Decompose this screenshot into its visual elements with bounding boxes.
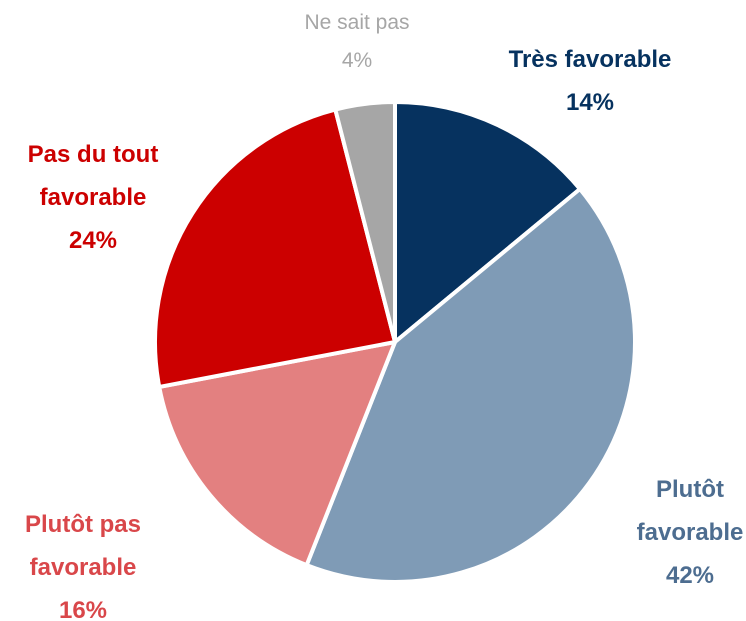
pie-slice [157, 340, 397, 568]
category-label: Plutôt favorable [636, 476, 744, 546]
category-label: Très favorable [508, 46, 672, 73]
pie-slice [153, 107, 397, 389]
slice-label: Pas du tout favorable 24% [16, 133, 171, 262]
pie-slice [333, 100, 397, 344]
pie-slice [393, 100, 582, 344]
value-label: 42% [665, 562, 715, 589]
slice-label: Plutôt pas favorable 16% [8, 503, 158, 621]
category-label: Plutôt pas favorable [24, 511, 141, 581]
slice-label: Très favorable 14% [480, 38, 700, 124]
category-label: Pas du tout favorable [27, 141, 159, 211]
value-label: 16% [58, 597, 108, 621]
category-label: Ne sait pas [304, 11, 410, 34]
value-label: 14% [565, 89, 615, 116]
value-label: 24% [68, 227, 118, 254]
pie-slice [304, 187, 637, 584]
slice-label: Ne sait pas 4% [277, 4, 437, 80]
slice-label: Plutôt favorable 42% [630, 468, 746, 597]
value-label: 4% [341, 49, 373, 72]
